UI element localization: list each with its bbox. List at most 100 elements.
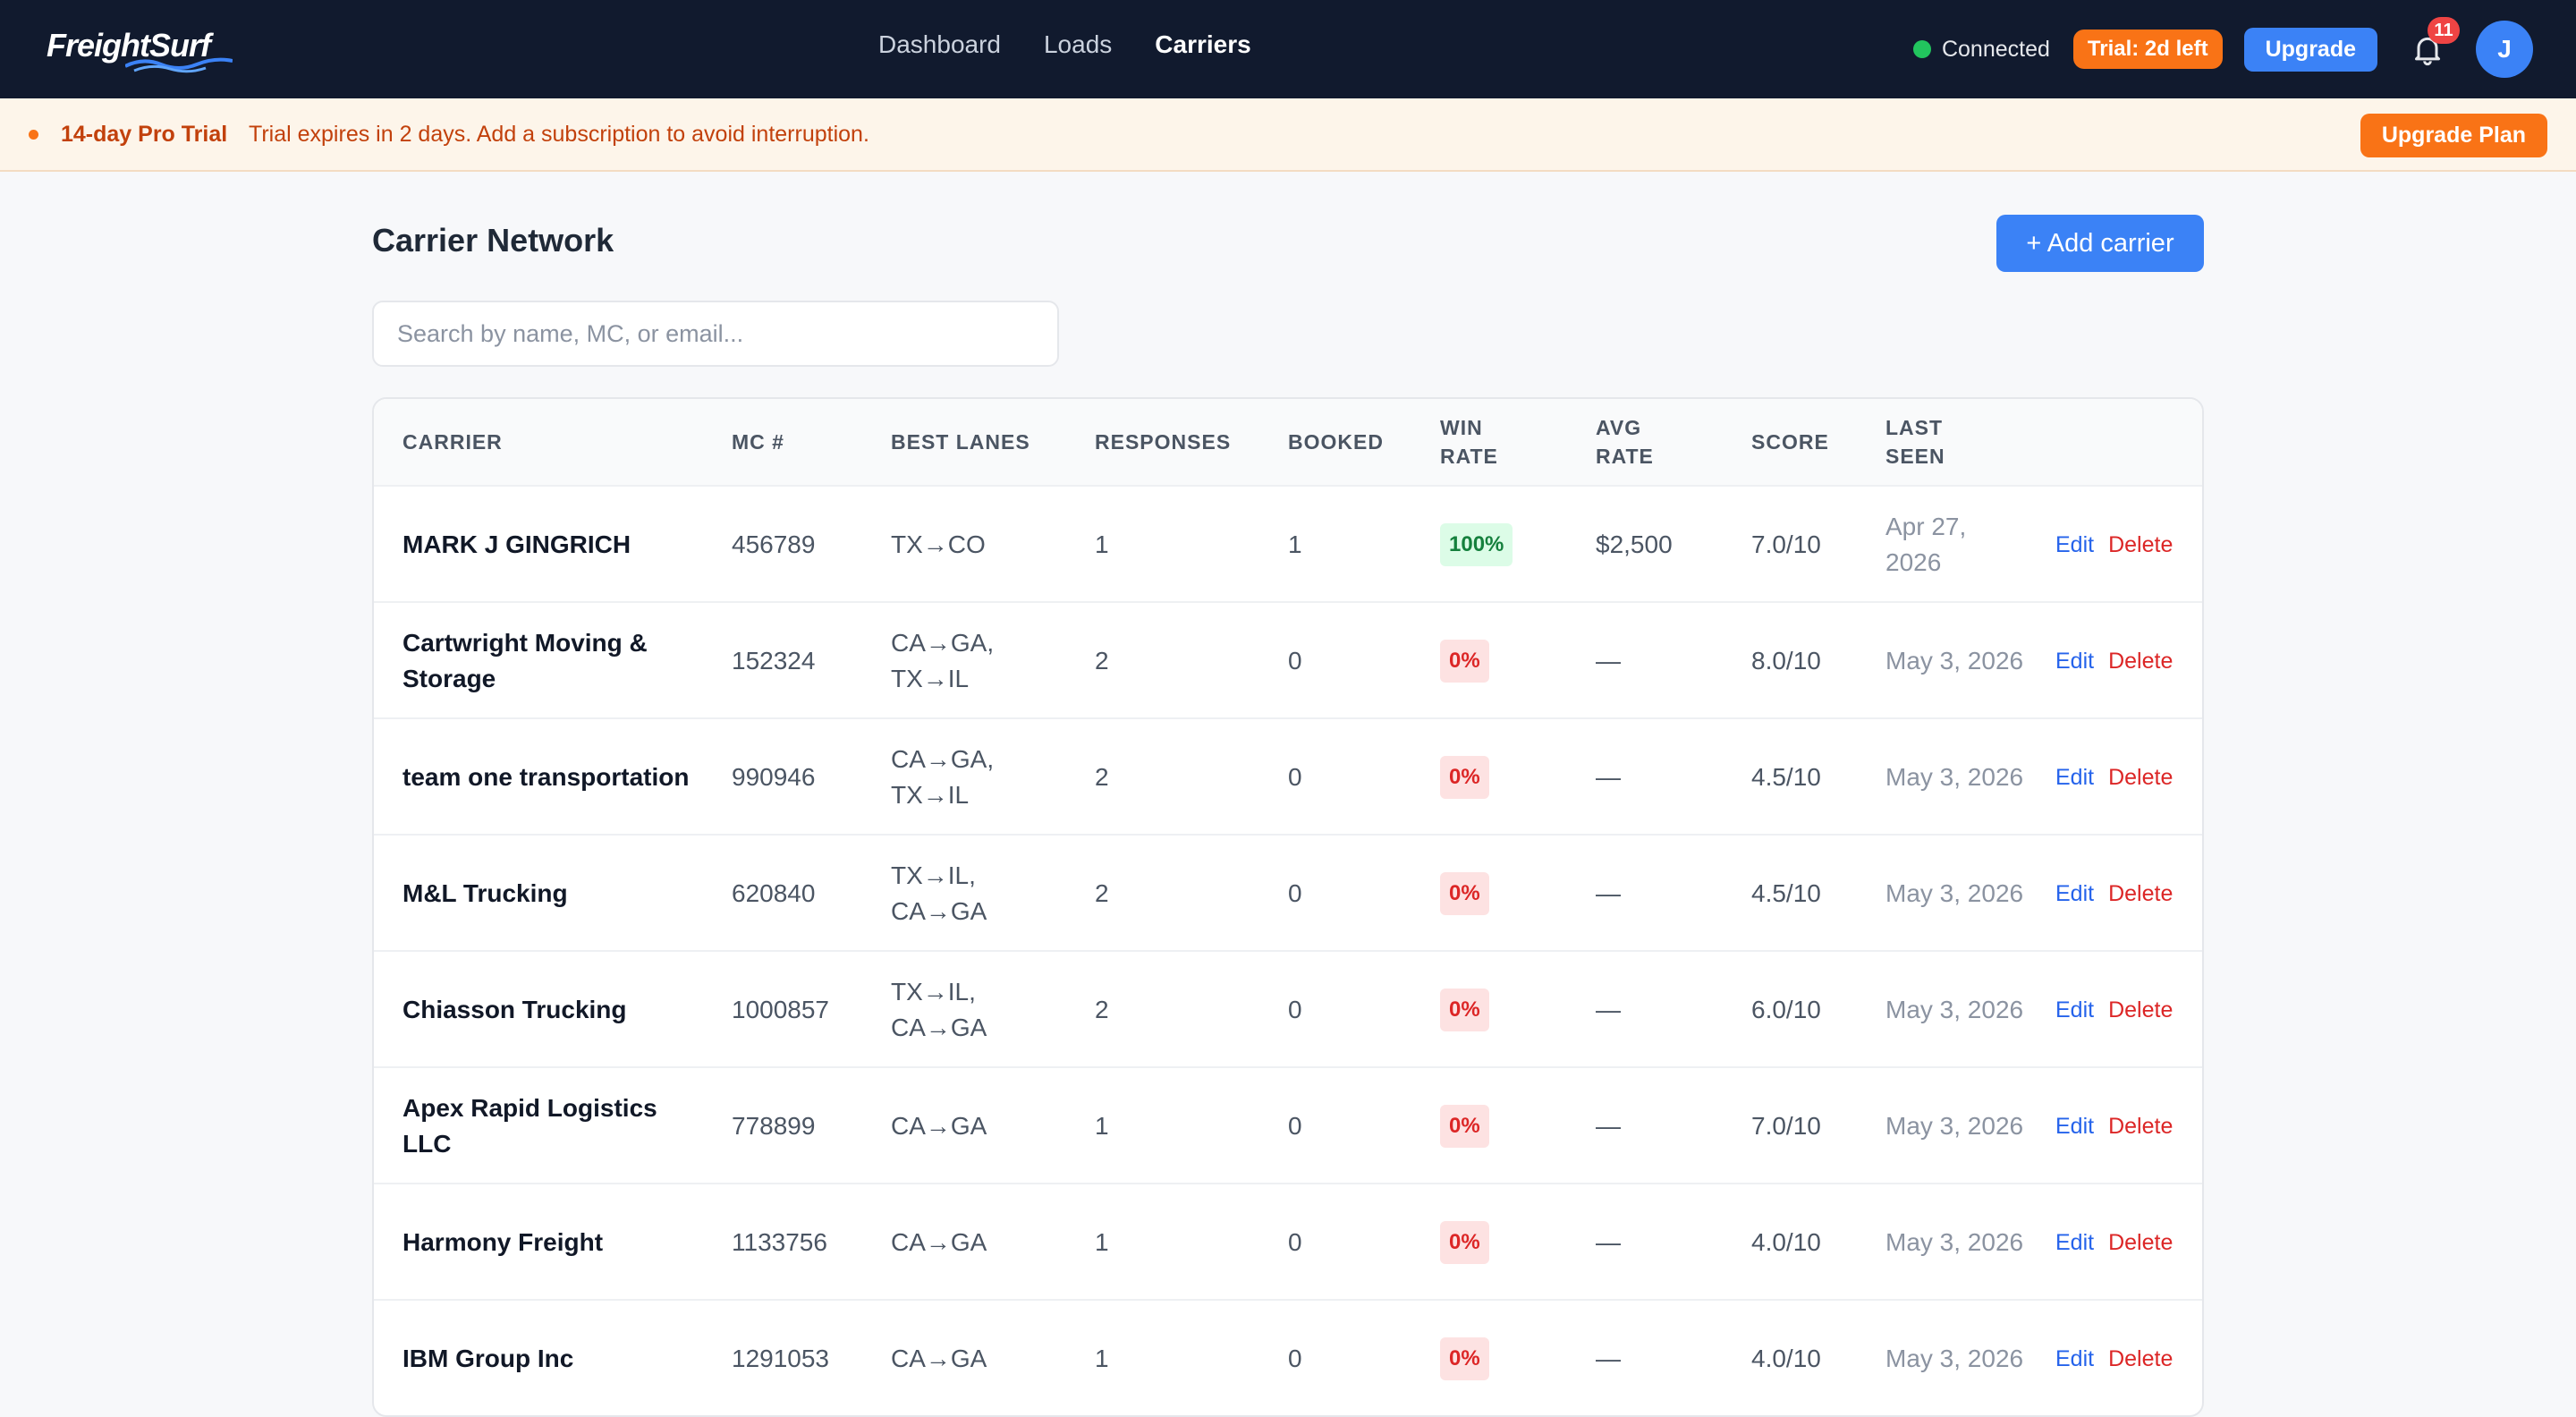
mc-number-cell: 990946	[732, 719, 875, 836]
header-win-rate[interactable]: WIN RATE	[1440, 416, 1498, 468]
best-lanes-cell: TX→IL, CA→GA	[891, 952, 1070, 1068]
delete-link[interactable]: Delete	[2108, 881, 2174, 906]
delete-link[interactable]: Delete	[2108, 997, 2174, 1022]
logo-text: FreightSurf	[47, 27, 211, 64]
delete-link[interactable]: Delete	[2108, 532, 2174, 557]
add-carrier-button[interactable]: + Add carrier	[1996, 215, 2204, 272]
last-seen: Apr 27, 2026	[1885, 513, 1967, 576]
edit-link[interactable]: Edit	[2055, 1346, 2095, 1371]
banner-dot-icon	[29, 129, 38, 140]
win-rate-cell: 0%	[1440, 836, 1583, 952]
notifications-button[interactable]: 11	[2410, 17, 2460, 67]
edit-link[interactable]: Edit	[2055, 1230, 2095, 1255]
last-seen: May 3, 2026	[1885, 879, 2024, 907]
table-header: CARRIER MC # BEST LANES RESPONSES BOOKED…	[374, 399, 2202, 487]
header-carrier[interactable]: CARRIER	[402, 430, 503, 454]
carrier-name: Apex Rapid Logistics LLC	[402, 1094, 657, 1158]
table-row[interactable]: Chiasson Trucking 1000857 TX→IL, CA→GA 2 0 0%…	[374, 952, 2202, 1068]
upgrade-plan-button[interactable]: Upgrade Plan	[2360, 114, 2547, 157]
header-best-lanes[interactable]: BEST LANES	[891, 430, 1030, 454]
table-row[interactable]: Harmony Freight 1133756 CA→GA 1 0 0% — 4.0/10 Ma…	[374, 1184, 2202, 1301]
trial-badge[interactable]: Trial: 2d left	[2072, 30, 2223, 69]
carrier-name: M&L Trucking	[402, 879, 568, 907]
nav-loads[interactable]: Loads	[1043, 30, 1113, 58]
row-actions: Edit Delete	[2055, 952, 2202, 1068]
best-lanes-cell: CA→GA	[891, 1301, 1070, 1415]
avg-rate-cell: —	[1596, 719, 1739, 836]
score: 7.0/10	[1751, 530, 1821, 558]
win-rate: 0%	[1440, 1105, 1489, 1148]
best-lanes: CA→GA, TX→IL	[891, 745, 995, 809]
carrier-name-cell: MARK J GINGRICH	[402, 487, 698, 603]
win-rate-cell: 0%	[1440, 1301, 1583, 1415]
delete-link[interactable]: Delete	[2108, 1230, 2174, 1255]
responses-count-cell: 1	[1095, 1301, 1229, 1415]
last-seen-cell: Apr 27, 2026	[1885, 487, 2029, 603]
banner-title: 14-day Pro Trial	[61, 121, 228, 147]
edit-link[interactable]: Edit	[2055, 649, 2095, 674]
responses-count-cell: 2	[1095, 603, 1229, 719]
table-row[interactable]: Apex Rapid Logistics LLC 778899 CA→GA 1 0 0% —…	[374, 1068, 2202, 1184]
score-cell: 4.0/10	[1751, 1301, 1877, 1415]
row-actions: Edit Delete	[2055, 487, 2202, 603]
last-seen-cell: May 3, 2026	[1885, 719, 2029, 836]
edit-link[interactable]: Edit	[2055, 881, 2095, 906]
best-lanes: TX→IL, CA→GA	[891, 861, 987, 925]
responses-count: 2	[1095, 996, 1109, 1023]
win-rate: 0%	[1440, 640, 1489, 683]
freightsurf-logo[interactable]: FreightSurf	[47, 27, 233, 73]
header-mc[interactable]: MC #	[732, 430, 784, 454]
booked-count-cell: 0	[1288, 603, 1395, 719]
win-rate: 0%	[1440, 1337, 1489, 1380]
header-responses[interactable]: RESPONSES	[1095, 430, 1232, 454]
avg-rate: —	[1596, 647, 1621, 675]
responses-count: 2	[1095, 647, 1109, 675]
edit-link[interactable]: Edit	[2055, 765, 2095, 790]
score-cell: 7.0/10	[1751, 1068, 1877, 1184]
booked-count-cell: 0	[1288, 952, 1395, 1068]
nav-dashboard[interactable]: Dashboard	[878, 30, 1001, 58]
table-row[interactable]: team one transportation 990946 CA→GA, TX→I…	[374, 719, 2202, 836]
table-row[interactable]: M&L Trucking 620840 TX→IL, CA→GA 2 0 0% — 4.5/1…	[374, 836, 2202, 952]
score-cell: 7.0/10	[1751, 487, 1877, 603]
mc-number-cell: 456789	[732, 487, 875, 603]
win-rate-cell: 0%	[1440, 603, 1583, 719]
delete-link[interactable]: Delete	[2108, 649, 2174, 674]
delete-link[interactable]: Delete	[2108, 1114, 2174, 1139]
edit-link[interactable]: Edit	[2055, 1114, 2095, 1139]
search-input[interactable]	[372, 301, 1059, 367]
responses-count-cell: 2	[1095, 952, 1229, 1068]
row-actions: Edit Delete	[2055, 1068, 2202, 1184]
user-avatar[interactable]: J	[2476, 21, 2533, 78]
table-row[interactable]: MARK J GINGRICH 456789 TX→CO 1 1 100% $2,500 7.…	[374, 487, 2202, 603]
best-lanes: CA→GA, TX→IL	[891, 629, 995, 692]
mc-number: 778899	[732, 1112, 816, 1140]
table-row[interactable]: Cartwright Moving & Storage 152324 CA→GA, …	[374, 603, 2202, 719]
header-last-seen[interactable]: LAST SEEN	[1885, 416, 1945, 468]
win-rate: 0%	[1440, 756, 1489, 799]
win-rate-cell: 0%	[1440, 719, 1583, 836]
header-score[interactable]: SCORE	[1751, 430, 1829, 454]
booked-count: 0	[1288, 996, 1302, 1023]
upgrade-button[interactable]: Upgrade	[2243, 27, 2377, 72]
delete-link[interactable]: Delete	[2108, 765, 2174, 790]
booked-count-cell: 0	[1288, 836, 1395, 952]
page-title: Carrier Network	[372, 222, 614, 259]
carrier-name-cell: Cartwright Moving & Storage	[402, 603, 698, 719]
booked-count: 0	[1288, 879, 1302, 907]
win-rate-cell: 100%	[1440, 487, 1583, 603]
mc-number: 152324	[732, 647, 816, 675]
nav-carriers[interactable]: Carriers	[1155, 30, 1251, 58]
score: 6.0/10	[1751, 996, 1821, 1023]
header-booked[interactable]: BOOKED	[1288, 430, 1384, 454]
best-lanes-cell: TX→IL, CA→GA	[891, 836, 1070, 952]
main-nav: Dashboard Loads Carriers	[878, 30, 1251, 59]
score: 8.0/10	[1751, 647, 1821, 675]
delete-link[interactable]: Delete	[2108, 1346, 2174, 1371]
table-row[interactable]: IBM Group Inc 1291053 CA→GA 1 0 0% — 4.0/10 May …	[374, 1301, 2202, 1415]
edit-link[interactable]: Edit	[2055, 532, 2095, 557]
header-avg-rate[interactable]: AVG RATE	[1596, 416, 1654, 468]
edit-link[interactable]: Edit	[2055, 997, 2095, 1022]
top-navbar: FreightSurf Dashboard Loads Carriers Con…	[0, 0, 2576, 98]
win-rate: 100%	[1440, 523, 1513, 566]
